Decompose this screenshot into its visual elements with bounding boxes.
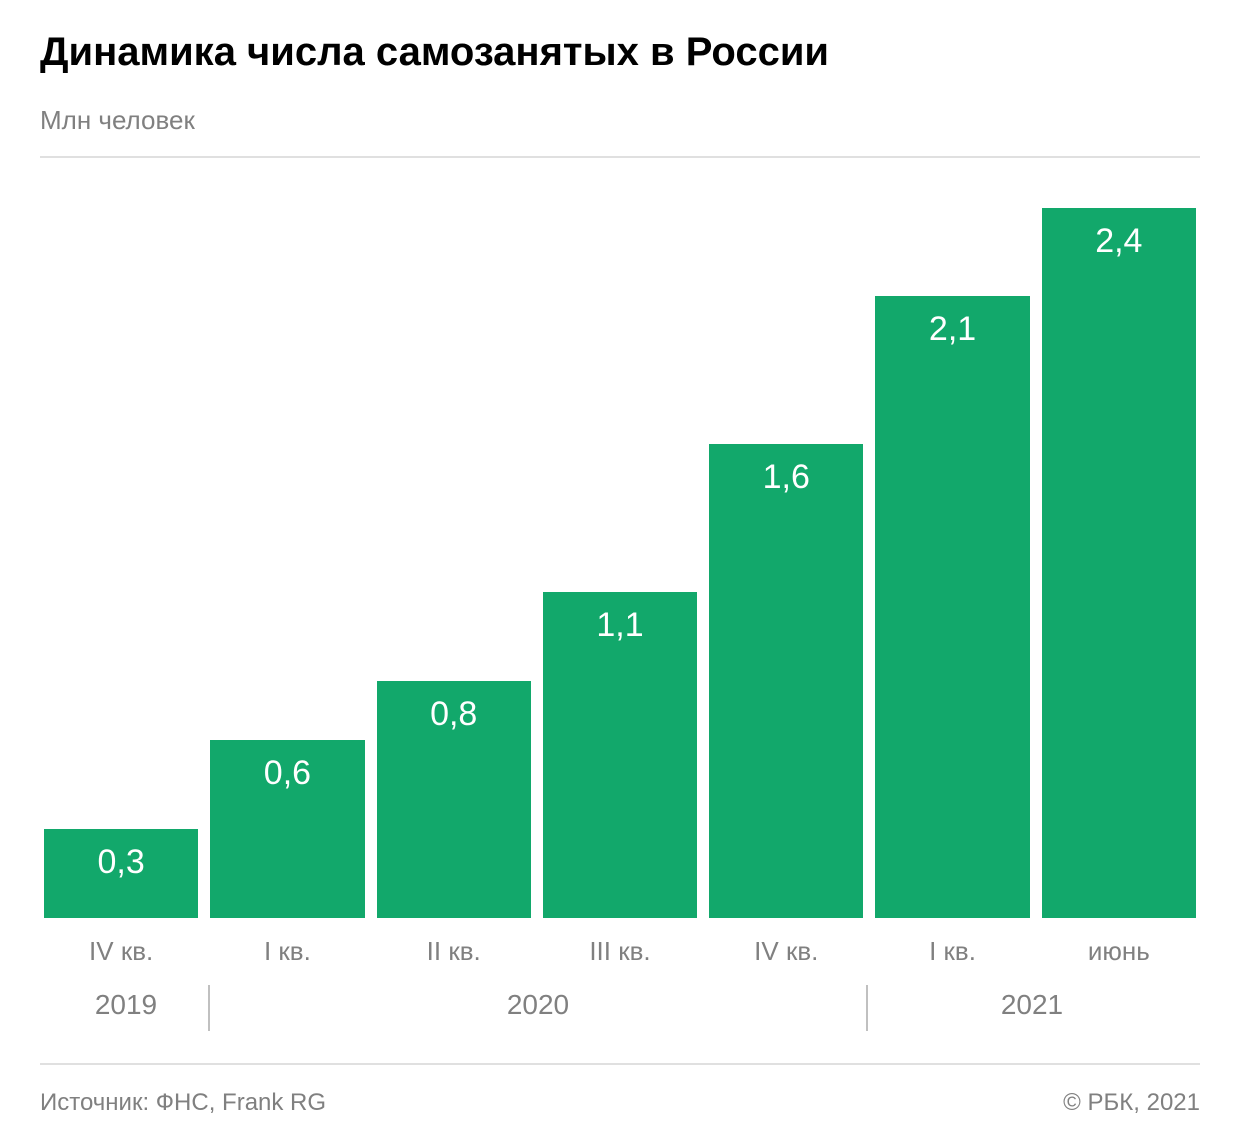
bar-value-label: 0,8	[377, 695, 531, 734]
source-text: Источник: ФНС, Frank RG	[40, 1089, 326, 1117]
chart-subtitle: Млн человек	[40, 105, 1200, 136]
x-tick: IV кв.	[44, 936, 198, 967]
x-tick: июнь	[1042, 936, 1196, 967]
x-tick: IV кв.	[709, 936, 863, 967]
x-tick: I кв.	[210, 936, 364, 967]
bar-wrap: 1,6	[709, 178, 863, 918]
bar-wrap: 0,8	[377, 178, 531, 918]
bar-wrap: 0,6	[210, 178, 364, 918]
copyright-text: © РБК, 2021	[1063, 1089, 1200, 1117]
bar: 0,8	[377, 681, 531, 918]
x-tick: I кв.	[875, 936, 1029, 967]
x-axis: IV кв. I кв. II кв. III кв. IV кв. I кв. июнь	[40, 918, 1200, 967]
bar-value-label: 2,1	[875, 310, 1029, 349]
chart-footer: Источник: ФНС, Frank RG © РБК, 2021	[40, 1065, 1200, 1117]
bar-value-label: 0,3	[44, 843, 198, 882]
bar: 0,6	[210, 740, 364, 918]
bar: 1,6	[709, 444, 863, 918]
year-axis: 201920202021	[40, 967, 1200, 1063]
bar-value-label: 1,6	[709, 458, 863, 497]
bar-wrap: 2,4	[1042, 178, 1196, 918]
x-tick: III кв.	[543, 936, 697, 967]
bar-wrap: 1,1	[543, 178, 697, 918]
year-group: 2019	[44, 989, 208, 1035]
bar-wrap: 2,1	[875, 178, 1029, 918]
chart-title: Динамика числа самозанятых в России	[40, 30, 1200, 75]
year-group: 2020	[210, 989, 866, 1035]
bar-value-label: 2,4	[1042, 222, 1196, 261]
x-tick: II кв.	[377, 936, 531, 967]
bar: 1,1	[543, 592, 697, 918]
bar-value-label: 1,1	[543, 606, 697, 645]
bar: 0,3	[44, 829, 198, 918]
bar: 2,1	[875, 296, 1029, 918]
year-group: 2021	[868, 989, 1196, 1035]
top-divider	[40, 156, 1200, 158]
bar-value-label: 0,6	[210, 754, 364, 793]
chart-plot-area: 0,3 0,6 0,8 1,1 1,6 2,1 2,4	[40, 178, 1200, 918]
bar-wrap: 0,3	[44, 178, 198, 918]
bar: 2,4	[1042, 208, 1196, 918]
